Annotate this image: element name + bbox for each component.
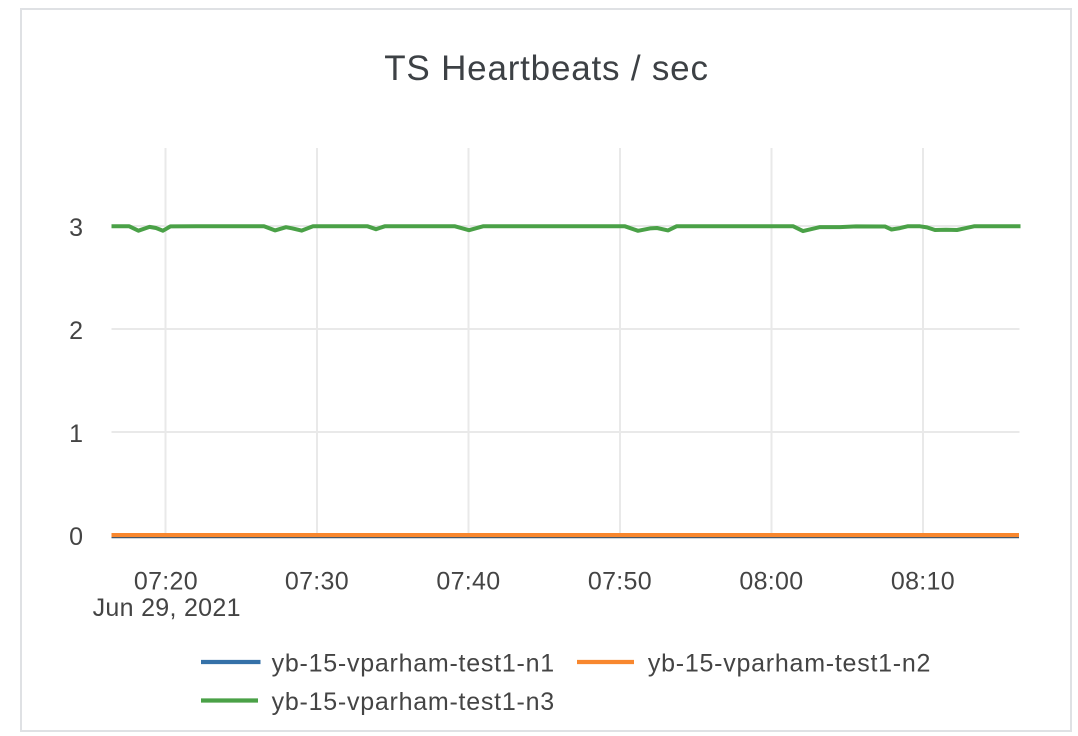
svg-text:Jun 29, 2021: Jun 29, 2021	[93, 594, 241, 622]
svg-text:yb-15-vparham-test1-n2: yb-15-vparham-test1-n2	[648, 650, 931, 678]
svg-text:07:40: 07:40	[436, 568, 500, 596]
svg-text:08:10: 08:10	[891, 568, 955, 596]
svg-text:3: 3	[69, 214, 83, 242]
svg-text:0: 0	[69, 523, 83, 551]
svg-text:2: 2	[69, 317, 83, 345]
svg-text:07:50: 07:50	[588, 568, 652, 596]
svg-text:07:20: 07:20	[134, 568, 198, 596]
svg-text:TS Heartbeats / sec: TS Heartbeats / sec	[384, 49, 709, 88]
svg-text:08:00: 08:00	[739, 568, 803, 596]
svg-text:yb-15-vparham-test1-n1: yb-15-vparham-test1-n1	[272, 650, 555, 678]
svg-text:1: 1	[69, 420, 83, 448]
svg-text:07:30: 07:30	[285, 568, 349, 596]
svg-text:yb-15-vparham-test1-n3: yb-15-vparham-test1-n3	[272, 688, 555, 716]
